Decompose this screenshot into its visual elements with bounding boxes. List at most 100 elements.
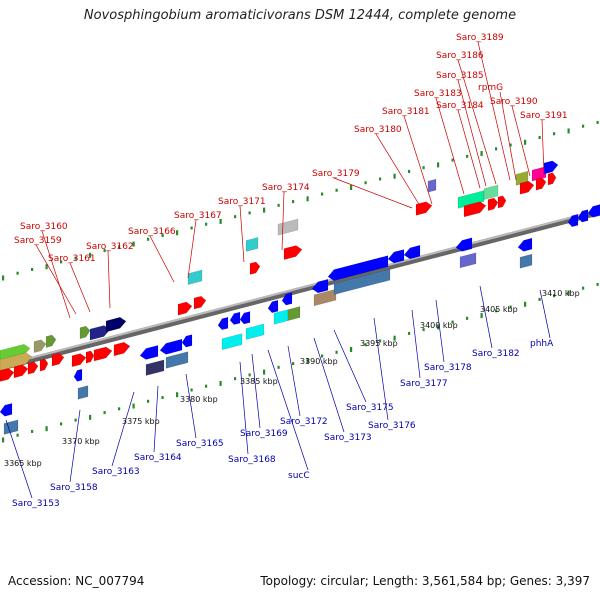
dotted-guide-bottom-dot	[103, 411, 106, 415]
gene-arrow	[13, 364, 29, 379]
gene-label-bottom: Saro_3175	[346, 403, 394, 413]
gene-label-bottom: Saro_3165	[176, 439, 224, 449]
gene-box	[459, 252, 477, 269]
gene-arrow	[113, 341, 131, 357]
dotted-guide-bottom-dot	[248, 373, 251, 377]
gene-box	[543, 160, 559, 175]
gene-arrow	[281, 292, 293, 306]
dotted-guide-bottom-dot	[277, 365, 280, 369]
leader-line	[41, 230, 71, 319]
dotted-guide-bottom-dot	[45, 426, 48, 432]
gene-arrow	[73, 368, 83, 382]
leader-line	[499, 91, 517, 181]
gene-label-bottom: Saro_3178	[424, 363, 472, 373]
gene-arrow	[177, 301, 193, 316]
dotted-guide-bottom-dot	[147, 399, 150, 403]
gene-box	[3, 419, 19, 435]
dotted-guide-top-dot	[31, 267, 34, 271]
dotted-guide-top-dot	[364, 181, 367, 185]
dotted-guide-top-dot	[234, 215, 237, 219]
leader-line	[373, 317, 389, 421]
leader-line	[267, 349, 309, 471]
dotted-guide-bottom-dot	[16, 433, 19, 437]
gene-arrow	[0, 403, 13, 417]
leader-line	[69, 409, 81, 483]
gene-label-top: Saro_3167	[174, 211, 222, 221]
gene-label-bottom: Saro_3177	[400, 379, 448, 389]
gene-label-top: Saro_3180	[354, 125, 402, 135]
gene-box	[519, 253, 533, 269]
gene-label-top: rpmG	[478, 83, 503, 93]
gene-arrow	[547, 172, 557, 186]
gene-arrow	[249, 261, 261, 275]
gene-arrow	[51, 352, 65, 367]
gene-label-top: Saro_3183	[414, 89, 462, 99]
dotted-guide-bottom-dot	[379, 339, 382, 343]
topology-label: Topology: circular; Length: 3,561,584 bp…	[260, 574, 590, 588]
gene-label-bottom: Saro_3182	[472, 349, 520, 359]
gene-arrow	[455, 237, 473, 252]
dotted-guide-top-dot	[538, 135, 541, 139]
gene-arrow	[327, 255, 389, 281]
dotted-guide-bottom-dot	[219, 380, 222, 386]
dotted-guide-top-dot	[509, 143, 512, 147]
gene-arrow	[463, 201, 487, 218]
dotted-guide-bottom-dot	[509, 305, 512, 309]
dotted-guide-bottom-dot	[205, 384, 208, 388]
leader-line	[239, 205, 245, 263]
gene-arrow	[139, 345, 159, 360]
gene-arrow	[519, 180, 535, 195]
gene-box	[0, 352, 33, 371]
backbone-highlight	[0, 209, 600, 367]
gene-arrow	[403, 244, 421, 260]
gene-box	[427, 178, 437, 193]
gene-label-bottom: Saro_3168	[228, 455, 276, 465]
gene-arrow	[577, 209, 589, 223]
dotted-guide-bottom-dot	[74, 418, 77, 422]
dotted-guide-bottom-dot	[393, 335, 396, 341]
dotted-guide-bottom-dot	[364, 343, 367, 347]
gene-box	[245, 237, 259, 252]
leader-line	[435, 97, 465, 195]
dotted-guide-top-dot	[379, 177, 382, 181]
leader-line	[333, 329, 367, 403]
dotted-guide-top-dot	[437, 162, 440, 168]
dotted-guide-top-dot	[393, 173, 396, 179]
dotted-guide-bottom-dot	[321, 354, 324, 358]
genome-backbone	[0, 209, 600, 371]
dotted-guide-bottom-dot	[350, 347, 353, 352]
leader-line	[287, 345, 301, 417]
gene-box	[0, 343, 31, 362]
dotted-guide-bottom-dot	[118, 407, 121, 411]
leader-line	[457, 109, 481, 189]
gene-arrow	[415, 201, 433, 216]
gene-label-top: Saro_3186	[436, 51, 484, 61]
leader-line	[153, 385, 159, 453]
backbone-line	[0, 209, 600, 371]
gene-label-bottom: Saro_3169	[240, 429, 288, 439]
gene-arrow	[39, 358, 49, 372]
gene-label-top: Saro_3159	[14, 236, 62, 246]
leader-line	[477, 41, 511, 181]
leader-line	[313, 337, 345, 433]
gene-box	[483, 184, 499, 200]
gene-labels: Saro_3160 Saro_3159 Saro_3161 Saro_3162 Saro…	[12, 33, 568, 509]
dotted-guide-top-dot	[495, 147, 498, 151]
gene-label-bottom: Saro_3173	[324, 433, 372, 443]
leader-line	[539, 289, 551, 339]
gene-box	[165, 351, 189, 369]
leader-line	[111, 391, 135, 467]
dotted-guide-top-dot	[553, 132, 556, 136]
dotted-guide-top-dot	[103, 249, 106, 253]
kbp-label: 3390 kbp	[300, 357, 338, 366]
leader-line	[35, 244, 77, 315]
dotted-guide-bottom-dot	[451, 320, 454, 324]
dotted-guide-top-dot	[74, 256, 77, 260]
gene-arrow	[181, 334, 193, 348]
gene-box	[187, 269, 203, 285]
leader-line	[457, 79, 487, 187]
gene-label-top: Saro_3179	[312, 169, 360, 179]
label-leaders	[5, 41, 551, 499]
gene-arrow	[517, 237, 533, 252]
